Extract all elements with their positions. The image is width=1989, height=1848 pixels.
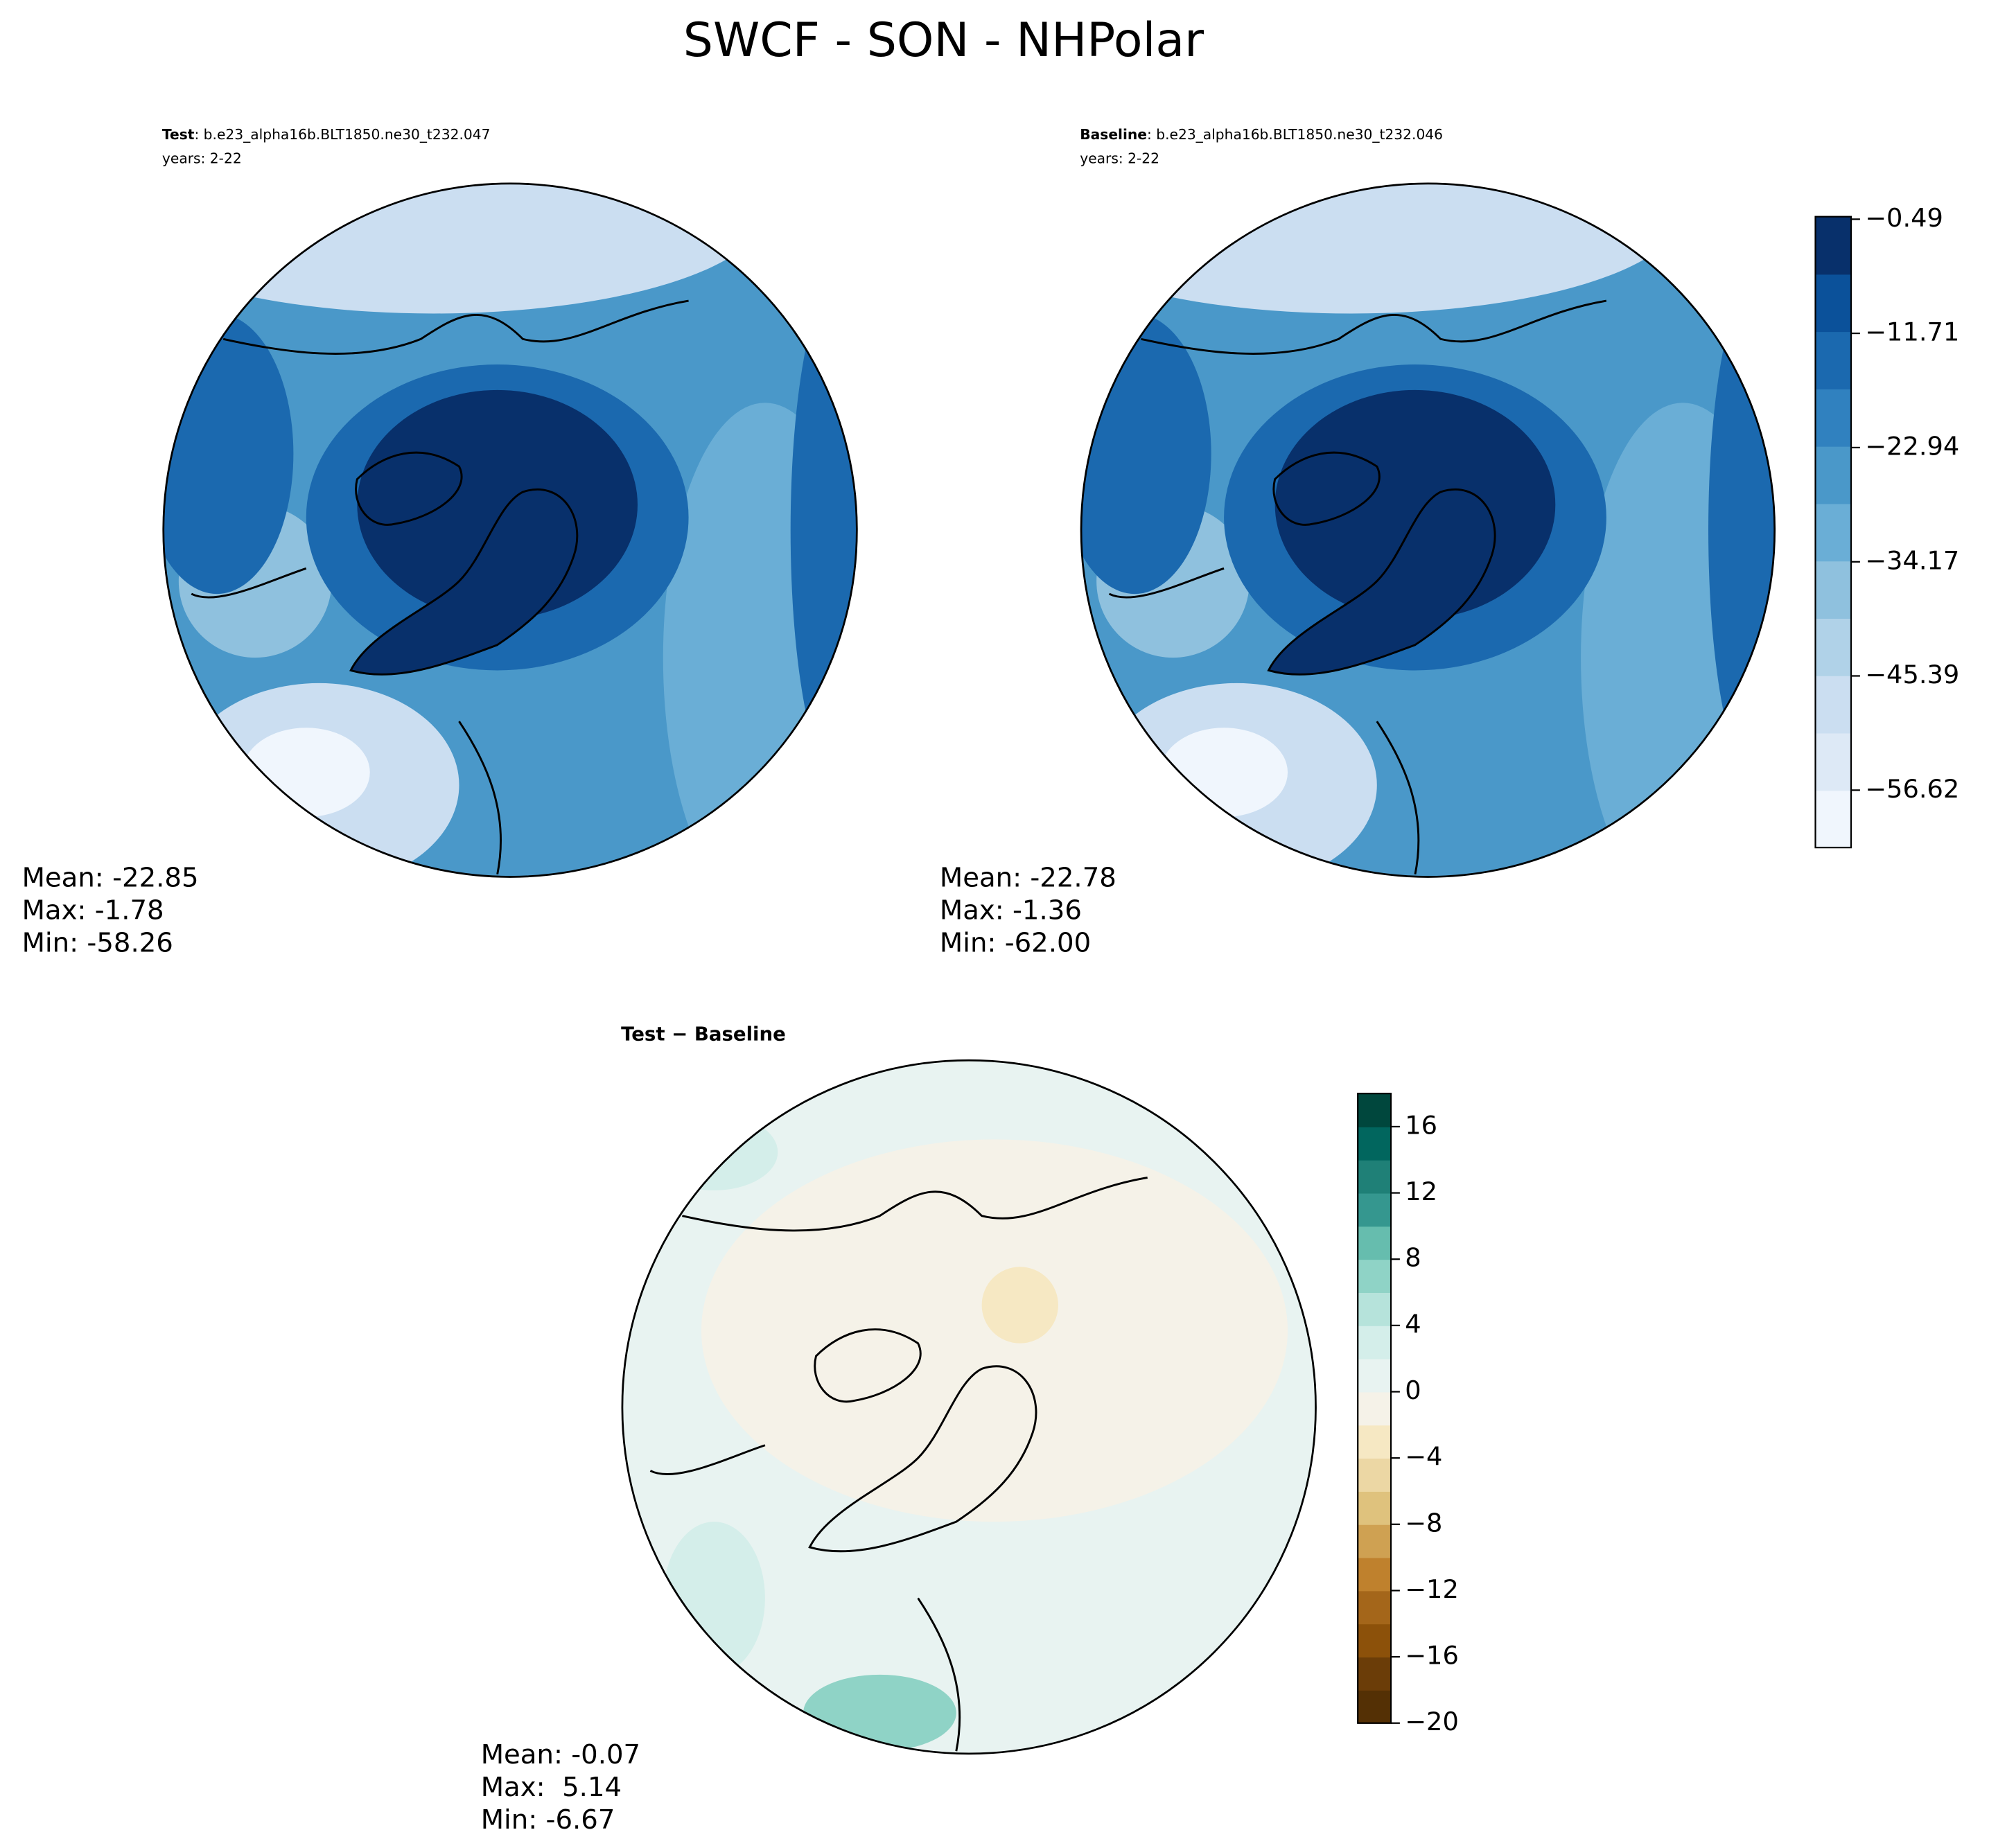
colorbar-band [1358,1425,1392,1459]
polar-map [1081,183,1775,877]
colorbar-tick-label: −11.71 [1865,317,1959,347]
colorbar-tick-label: 0 [1405,1375,1421,1405]
map-fill [351,489,577,675]
map-border [621,1059,1317,1755]
case-label: Baseline [1080,125,1147,142]
panel-stat: Mean: -22.85 [22,863,199,894]
colorbar-band [1358,1490,1392,1525]
map-border [162,182,858,878]
colorbar-band [1358,1159,1392,1194]
map-fill [1708,275,1775,786]
coastline [349,488,579,676]
colorbar-band [1358,1689,1392,1724]
colorbar-tick-label: −12 [1405,1574,1459,1604]
colorbar-band [1815,503,1852,562]
panel-years: years: 2-22 [1080,150,1159,166]
colorbar-band [1358,1226,1392,1260]
colorbar-tick-label: −4 [1405,1442,1442,1472]
coastline [1267,488,1496,676]
map-fill [1268,489,1496,675]
colorbar-band [1358,1292,1392,1326]
panel-stat: Max: 5.14 [481,1772,622,1803]
colorbar-band [1815,274,1852,333]
coastline [1108,299,1607,875]
colorbar-band [1358,1358,1392,1393]
coastline [649,1177,1148,1752]
colorbar-tick-label: −8 [1405,1508,1442,1538]
panel-stat: Min: -58.26 [22,927,173,958]
colorbar-band [1358,1623,1392,1658]
colorbar-band [1358,1657,1392,1691]
map-fill [803,1674,956,1752]
colorbar-tick-label: −0.49 [1865,203,1943,233]
panel-years: years: 2-22 [162,150,242,166]
panel-stat: Max: -1.78 [22,895,164,926]
colorbar-band [1358,1458,1392,1492]
coastline [814,1328,922,1403]
panel-stat: Min: -62.00 [940,927,1091,958]
panel-stat: Mean: -0.07 [481,1739,640,1770]
colorbar-band [1815,732,1852,791]
colorbar-tick-label: 8 [1405,1243,1421,1273]
colorbar-band [1815,331,1852,389]
coastline [191,299,689,875]
colorbar-band [1358,1193,1392,1227]
colorbar-band [1358,1126,1392,1161]
colorbar-band [1815,790,1852,849]
map-fill [650,1114,778,1190]
colorbar-tick-label: −45.39 [1865,660,1959,689]
colorbar-band [1815,618,1852,676]
panel-subtitle: Test − Baseline [621,1023,786,1046]
colorbar-band [1358,1590,1392,1625]
colorbar-band [1358,1259,1392,1293]
colorbar-band [1358,1391,1392,1426]
colorbar-frame [1814,215,1852,849]
coastline [1272,451,1381,526]
colorbar-band [1815,561,1852,619]
colorbar-tick-label: −16 [1405,1641,1459,1671]
panel-subtitle: Baseline: b.e23_alpha16b.BLT1850.ne30_t2… [1080,125,1443,142]
map-fill [663,1522,765,1675]
colorbar-tick-label: −34.17 [1865,545,1959,575]
case-label: Test [162,125,195,142]
colorbar-tick-label: −22.94 [1865,431,1959,461]
colorbar-tick-label: −20 [1405,1707,1459,1736]
panel-stat: Mean: -22.78 [940,863,1116,894]
colorbar-tick-label: 16 [1405,1110,1437,1140]
colorbar-band [1358,1325,1392,1359]
polar-map [622,1060,1316,1754]
coastline [355,451,463,526]
case-name: : b.e23_alpha16b.BLT1850.ne30_t232.047 [194,125,490,142]
colorbar-band [1358,1557,1392,1592]
map-fill [790,275,857,786]
colorbar-frame [1357,1093,1392,1724]
colorbar-tick-label: 12 [1405,1177,1437,1206]
coastline [808,1365,1037,1553]
colorbar-band [1815,388,1852,447]
colorbar-tick-label: 4 [1405,1309,1421,1339]
panel-stat: Max: -1.36 [940,895,1082,926]
map-border [1080,182,1776,878]
colorbar-band [1815,216,1852,275]
map-fill [981,1267,1058,1344]
panel-subtitle: Test: b.e23_alpha16b.BLT1850.ne30_t232.0… [162,125,491,142]
colorbar-band [1815,675,1852,734]
figure-title: SWCF - SON - NHPolar [683,13,1204,68]
colorbar-tick-label: −56.62 [1865,774,1959,804]
case-name: : b.e23_alpha16b.BLT1850.ne30_t232.046 [1147,125,1443,142]
polar-map [163,183,857,877]
panel-stat: Min: -6.67 [481,1804,615,1836]
colorbar-band [1358,1093,1392,1127]
colorbar-band [1358,1524,1392,1558]
colorbar-band [1815,446,1852,504]
